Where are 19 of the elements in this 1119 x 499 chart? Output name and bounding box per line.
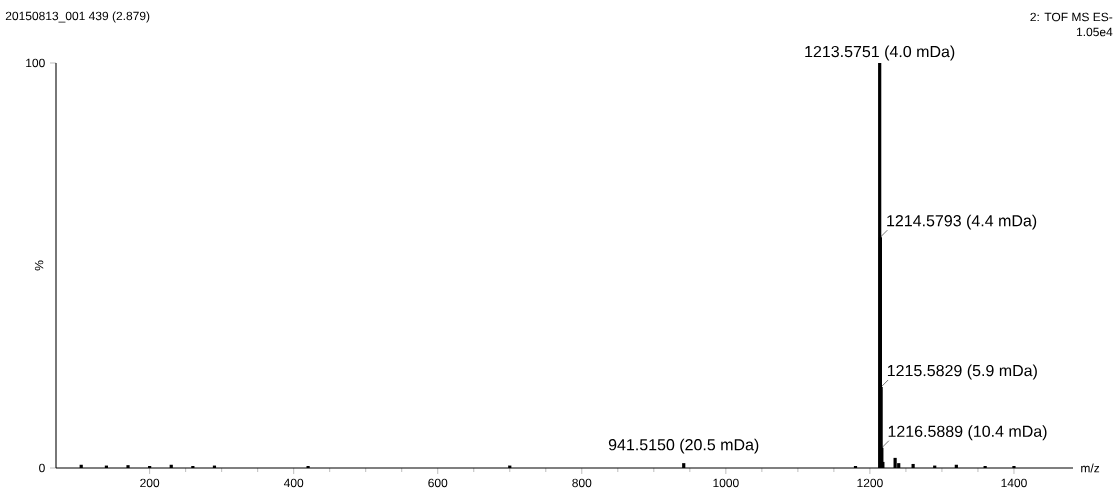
text: 1.05e4 xyxy=(1076,27,1113,37)
x-axis-title: m/z xyxy=(1081,463,1100,473)
annotation: 1213.5751 (4.0 mDa) xyxy=(805,45,955,61)
annotation: 1216.5889 (10.4 mDa) xyxy=(888,425,1047,441)
y-tick-label: 100 xyxy=(26,58,45,68)
annotation: 941.5150 (20.5 mDa) xyxy=(608,438,759,454)
chart-title: 20150813_001 439 (2.879) xyxy=(5,11,150,23)
x-tick-label: 1000 xyxy=(713,478,739,488)
annotation: 1215.5829 (5.9 mDa) xyxy=(887,364,1037,380)
x-tick-label: 600 xyxy=(428,478,448,488)
text: 2: TOF MS ES- xyxy=(1030,12,1113,22)
x-tick-label: 1200 xyxy=(857,478,883,488)
x-tick-label: 400 xyxy=(283,478,304,488)
y-tick-label: 0 xyxy=(39,463,45,473)
x-tick-label: 800 xyxy=(572,478,592,488)
annotation: 1214.5793 (4.4 mDa) xyxy=(887,214,1037,230)
x-tick-label: 200 xyxy=(140,478,160,488)
y-axis-title: % xyxy=(34,260,44,271)
x-tick-label: 1400 xyxy=(1001,478,1027,488)
